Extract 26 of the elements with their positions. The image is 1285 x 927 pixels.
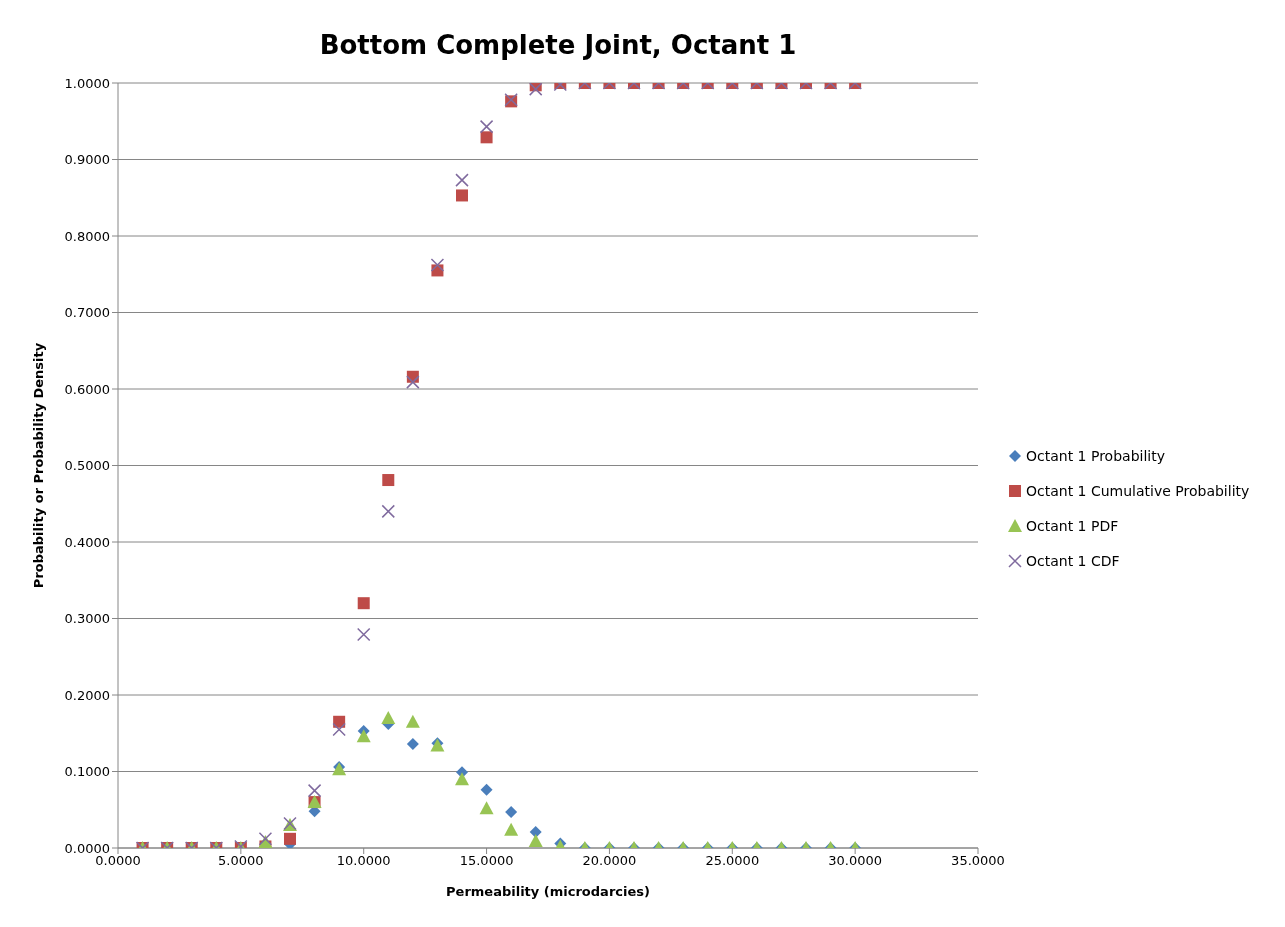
- y-tick-label: 0.4000: [64, 534, 110, 550]
- x-tick-label: 15.0000: [459, 853, 514, 869]
- y-tick-label: 0.5000: [64, 458, 110, 474]
- y-tick-label: 0.0000: [64, 840, 110, 856]
- y-tick-label: 0.7000: [64, 305, 110, 321]
- legend-label: Octant 1 CDF: [1026, 552, 1120, 569]
- legend-label: Octant 1 Cumulative Probability: [1026, 482, 1250, 499]
- y-axis-title: Probability or Probability Density: [30, 342, 46, 589]
- x-tick-label: 5.0000: [218, 853, 264, 869]
- legend-label: Octant 1 Probability: [1026, 447, 1165, 464]
- y-tick-label: 0.6000: [64, 381, 110, 397]
- y-tick-label: 0.2000: [64, 687, 110, 703]
- y-tick-label: 0.9000: [64, 152, 110, 168]
- x-tick-label: 30.0000: [828, 853, 883, 869]
- x-tick-label: 0.0000: [95, 853, 141, 869]
- y-tick-label: 0.3000: [64, 611, 110, 627]
- chart-title: Bottom Complete Joint, Octant 1: [318, 30, 798, 60]
- y-tick-label: 1.0000: [64, 75, 110, 91]
- x-axis-title: Permeability (microdarcies): [446, 884, 650, 899]
- x-tick-label: 20.0000: [582, 853, 637, 869]
- x-tick-label: 25.0000: [705, 853, 760, 869]
- y-tick-label: 0.1000: [64, 764, 110, 780]
- x-tick-label: 10.0000: [336, 853, 391, 869]
- x-tick-label: 35.0000: [951, 853, 1005, 869]
- y-tick-label: 0.8000: [64, 228, 110, 244]
- legend-label: Octant 1 PDF: [1026, 517, 1119, 534]
